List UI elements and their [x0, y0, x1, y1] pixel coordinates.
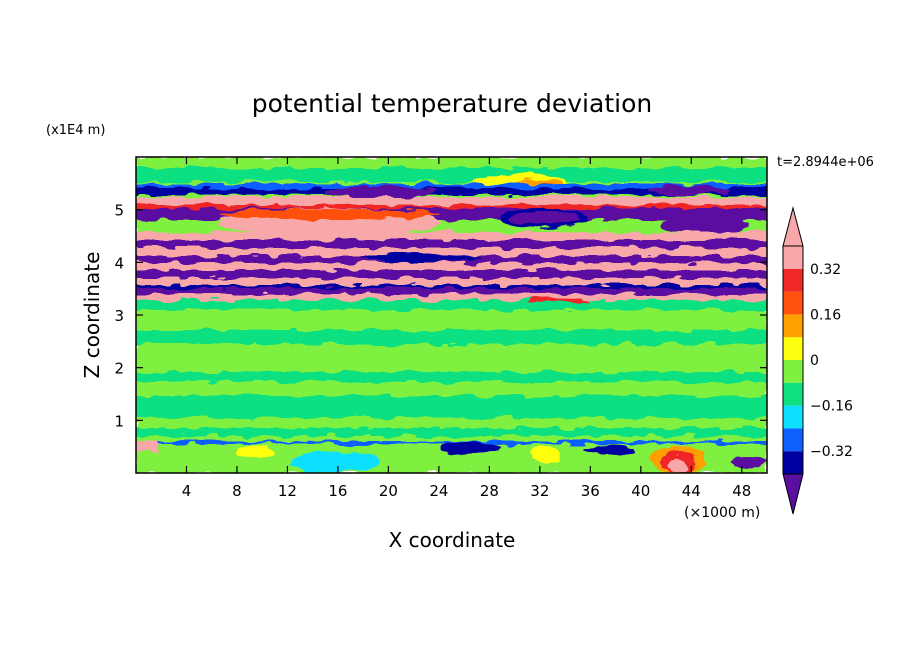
- colorbar-segment: [783, 382, 803, 406]
- blob-bottom-cyan-1: [290, 452, 380, 472]
- colorbar-segment: [783, 291, 803, 315]
- x-tick-label: 12: [278, 482, 297, 500]
- band-mid-3: [136, 372, 767, 382]
- colorbar-tick-label: −0.32: [810, 444, 853, 460]
- y-tick-label: 1: [114, 412, 124, 430]
- colorbar-segment: [783, 360, 803, 383]
- x-tick-label: 4: [182, 482, 192, 500]
- blob-bottom-yellow-2: [530, 447, 560, 463]
- band-purple-2: [136, 240, 767, 248]
- band-top-1: [136, 168, 767, 182]
- x-tick-label: 32: [530, 482, 549, 500]
- band-top-navy: [136, 188, 767, 195]
- band-top-blue: [136, 184, 767, 190]
- blob-bottom-navy-1: [440, 442, 500, 454]
- y-unit-label: (x1E4 m): [46, 123, 105, 138]
- blob-navy-mid: [360, 253, 480, 263]
- blob-top-purple-2: [650, 185, 730, 195]
- time-label: t=2.8944e+06: [777, 155, 874, 170]
- y-tick-label: 2: [114, 360, 124, 378]
- band-pink-3: [136, 248, 767, 256]
- blob-purple-right: [510, 211, 580, 225]
- x-tick-label: 20: [379, 482, 398, 500]
- blob-bottom-pink: [670, 457, 686, 473]
- band-purple-5: [136, 288, 767, 294]
- colorbar-segment: [783, 451, 803, 474]
- colorbar-tick-label: −0.16: [810, 399, 853, 415]
- contour-field: [136, 157, 767, 473]
- x-axis-label: X coordinate: [389, 528, 516, 552]
- colorbar-tick-label: 0.16: [810, 307, 841, 323]
- blob-purple-far: [660, 216, 750, 234]
- x-tick-label: 48: [732, 482, 751, 500]
- blob-top-purple-1: [325, 186, 435, 198]
- band-pink-5: [136, 278, 767, 285]
- colorbar: 0.32 0.16 0 −0.16 −0.32: [782, 206, 853, 515]
- band-pink-1: [136, 197, 767, 206]
- band-mid-5: [136, 428, 767, 436]
- band-green-sep: [136, 302, 767, 305]
- band-red-1: [136, 205, 767, 208]
- colorbar-segment: [783, 314, 803, 338]
- colorbar-frame: [782, 245, 804, 475]
- y-axis-label: Z coordinate: [80, 252, 104, 379]
- blob-red-ring: [220, 209, 440, 219]
- band-purple-4: [136, 270, 767, 278]
- x-tick-label: 24: [429, 482, 448, 500]
- x-tick-label: 44: [682, 482, 701, 500]
- band-mid-2: [136, 330, 767, 344]
- band-pink-6: [136, 294, 767, 300]
- x-tick-label: 28: [480, 482, 499, 500]
- band-pink-2: [136, 232, 767, 240]
- band-navy-5: [136, 285, 767, 289]
- blob-bottom-yellow-1: [235, 446, 275, 458]
- y-tick-label: 4: [114, 254, 124, 272]
- y-tick-label: 5: [114, 202, 124, 220]
- colorbar-segment: [783, 246, 803, 269]
- chart-title: potential temperature deviation: [252, 89, 652, 118]
- colorbar-tick-label: 0: [810, 353, 819, 369]
- band-pink-4: [136, 263, 767, 270]
- x-tick-label: 8: [232, 482, 242, 500]
- colorbar-tick-label: 0.32: [810, 262, 841, 278]
- band-bottom-pink: [136, 440, 158, 452]
- band-bottom-line: [136, 441, 767, 444]
- y-tick-label: 3: [114, 307, 124, 325]
- colorbar-segment: [783, 268, 803, 292]
- band-mid-4: [136, 396, 767, 418]
- blob-bottom-navy-2: [585, 445, 635, 455]
- blob-bottom-purple: [730, 456, 766, 468]
- colorbar-segment: [783, 405, 803, 429]
- colorbar-segment: [783, 428, 803, 452]
- x-tick-label: 36: [581, 482, 600, 500]
- colorbar-max-arrow: [782, 206, 804, 247]
- x-tick-label: 40: [631, 482, 650, 500]
- x-unit-label: (×1000 m): [684, 505, 760, 521]
- colorbar-segment: [783, 337, 803, 360]
- colorbar-min-arrow: [782, 473, 804, 515]
- x-tick-label: 16: [328, 482, 347, 500]
